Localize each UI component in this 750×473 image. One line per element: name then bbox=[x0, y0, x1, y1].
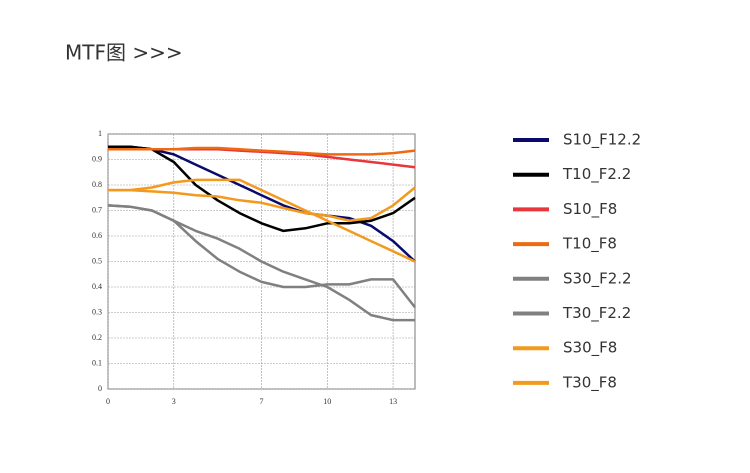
series-line bbox=[107, 204, 415, 322]
y-tick-label: 1 bbox=[98, 129, 102, 138]
legend-label: T30_F2.2 bbox=[562, 304, 631, 323]
y-tick-label: 0.4 bbox=[92, 282, 102, 291]
y-tick-label: 0.1 bbox=[92, 358, 102, 367]
legend-label: T30_F8 bbox=[562, 373, 617, 392]
legend-label: S30_F2.2 bbox=[563, 269, 632, 288]
legend-label: T10_F2.2 bbox=[562, 165, 631, 184]
series-line bbox=[108, 146, 416, 156]
x-tick-label: 13 bbox=[389, 397, 397, 406]
y-tick-label: 0.2 bbox=[92, 333, 102, 342]
x-tick-label: 0 bbox=[106, 397, 110, 406]
chart-title: MTF图 >>> bbox=[65, 41, 183, 65]
legend-label: T10_F8 bbox=[562, 235, 617, 254]
y-tick-label: 0.8 bbox=[92, 180, 102, 189]
x-tick-label: 7 bbox=[260, 397, 264, 406]
y-tick-label: 0.5 bbox=[92, 256, 102, 265]
y-tick-label: 0 bbox=[98, 384, 102, 393]
y-tick-label: 0.3 bbox=[92, 307, 102, 316]
legend-label: S10_F12.2 bbox=[563, 131, 641, 150]
x-tick-label: 10 bbox=[323, 397, 331, 406]
series-line bbox=[108, 178, 416, 263]
x-tick-label: 3 bbox=[172, 397, 176, 406]
y-tick-label: 0.6 bbox=[92, 231, 102, 240]
y-tick-label: 0.7 bbox=[92, 205, 102, 214]
series-line bbox=[108, 186, 416, 222]
y-tick-label: 0.9 bbox=[92, 154, 102, 163]
series-line bbox=[108, 145, 416, 263]
legend-label: S30_F8 bbox=[563, 339, 617, 358]
legend-label: S10_F8 bbox=[563, 200, 617, 219]
series-line bbox=[108, 145, 416, 233]
